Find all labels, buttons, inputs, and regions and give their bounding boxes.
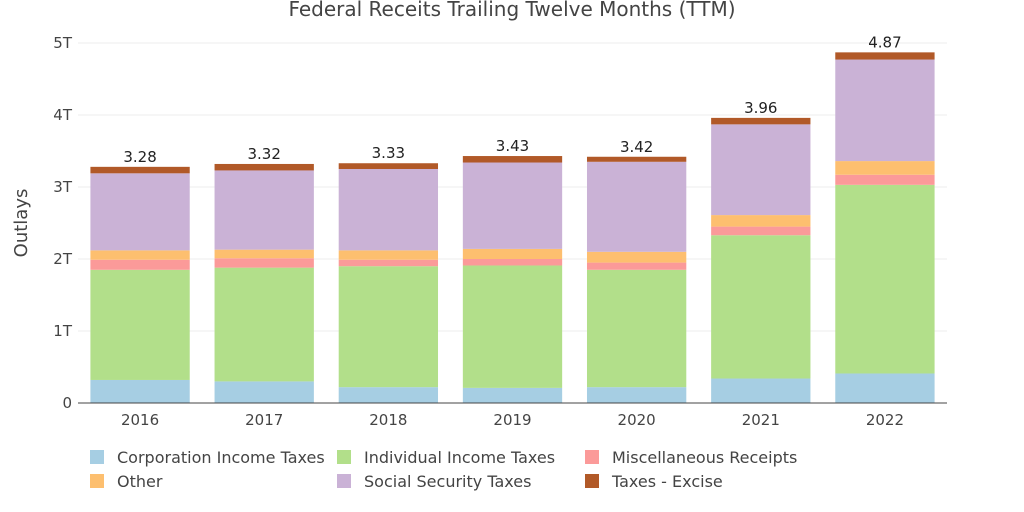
x-tick-label: 2018 [369,411,407,429]
total-label: 3.96 [744,99,777,117]
bar-segment [835,174,935,185]
bar-segment [90,269,190,380]
bar-segment [586,387,687,403]
bar-segment [711,215,811,227]
bar-segment [214,249,314,259]
bar-segment [586,161,687,252]
bar-segment [90,379,190,403]
bar-segment [835,59,935,162]
bar-segment [586,262,687,270]
legend-swatch [337,474,351,488]
bar-segment [711,117,811,125]
bar-segment [462,259,563,266]
x-tick-label: 2019 [493,411,531,429]
bar-segment [214,258,314,268]
legend-swatch [337,450,351,464]
bar-segment [462,156,563,163]
chart-title: Federal Receits Trailing Twelve Months (… [288,0,735,21]
bar-segment [90,173,190,251]
bar-segment [90,259,190,270]
total-label: 3.43 [496,137,529,155]
bar-segment [90,250,190,260]
x-tick-label: 2022 [866,411,904,429]
bar-segment [586,269,687,388]
y-tick-label: 0 [62,394,72,412]
bar-segment [711,124,811,216]
y-tick-label: 5T [53,34,73,52]
bar-segment [214,267,314,382]
y-axis-ticks: 0 1T 2T 3T 4T 5T [53,34,73,412]
bar-segment [462,265,563,388]
x-tick-label: 2017 [245,411,283,429]
bar-segment [214,163,314,171]
bar-segment [586,251,687,263]
legend-swatch [90,450,104,464]
legend-swatch [585,474,599,488]
x-axis-ticks: 2016 2017 2018 2019 2020 2021 2022 [121,411,904,429]
bar-segment [338,250,439,260]
legend-label: Individual Income Taxes [364,448,555,467]
bar-segment [338,259,439,267]
bar-segment [338,163,439,169]
bar-segment [835,373,935,403]
y-tick-label: 3T [53,178,73,196]
bars [90,52,935,403]
total-label: 3.32 [248,145,281,163]
y-tick-label: 4T [53,106,73,124]
legend-label: Miscellaneous Receipts [612,448,797,467]
bar-segment [338,169,439,251]
y-tick-label: 2T [53,250,73,268]
total-label: 3.33 [372,144,405,162]
y-axis-label: Outlays [11,189,32,258]
bar-segment [214,170,314,250]
legend-label: Other [117,472,163,491]
legend-label: Taxes - Excise [611,472,723,491]
bar-segment [835,184,935,374]
legend-label: Corporation Income Taxes [117,448,325,467]
x-tick-label: 2021 [742,411,780,429]
legend-swatch [585,450,599,464]
total-label: 3.28 [123,148,156,166]
bar-segment [338,387,439,403]
bar-segment [711,226,811,236]
total-label: 4.87 [868,33,901,51]
x-tick-label: 2016 [121,411,159,429]
bar-segment [462,387,563,403]
x-tick-label: 2020 [618,411,656,429]
bar-segment [338,266,439,388]
bar-segment [214,381,314,403]
bar-segment [711,378,811,403]
bar-segment [835,161,935,175]
bar-segment [586,156,687,162]
legend: Corporation Income Taxes Individual Incom… [90,448,797,491]
total-label: 3.42 [620,138,653,156]
bar-segment [462,162,563,249]
bar-segment [90,166,190,174]
legend-label: Social Security Taxes [364,472,531,491]
legend-swatch [90,474,104,488]
y-tick-label: 1T [53,322,73,340]
bar-segment [711,235,811,379]
bar-segment [835,52,935,60]
total-labels: 3.28 3.32 3.33 3.43 3.42 3.96 4.87 [123,33,901,165]
bar-segment [462,248,563,259]
